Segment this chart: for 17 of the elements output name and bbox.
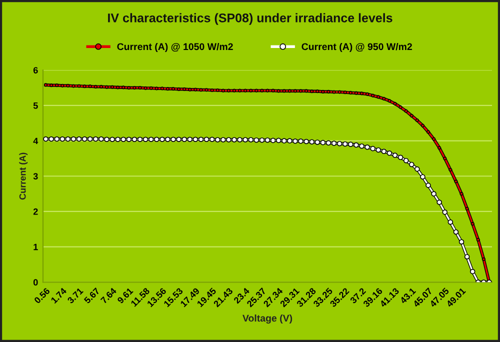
- y-axis-title: Current (A): [19, 152, 28, 200]
- y-tick-label: 1: [34, 244, 38, 250]
- legend-label: Current (A) @ 950 W/m2: [302, 42, 412, 52]
- x-tick-label: 7.64: [100, 287, 117, 304]
- x-axis-title: Voltage (V): [242, 314, 292, 324]
- x-tick-label: 43.1: [399, 287, 416, 304]
- y-tick-label: 0: [33, 279, 38, 286]
- y-tick-label: 5: [33, 102, 38, 109]
- legend-label: Current (A) @ 1050 W/m2: [117, 42, 233, 52]
- y-tick-label: 2: [33, 208, 38, 215]
- y-tick-label: 4: [33, 138, 38, 144]
- chart-title: IV characteristics (SP08) under irradiance levels: [108, 13, 392, 25]
- x-tick-label: 0.56: [34, 287, 50, 304]
- y-tick-label: 6: [33, 67, 38, 74]
- x-tick-label: 9.61: [116, 287, 134, 304]
- y-tick-label: 3: [33, 173, 38, 180]
- x-tick-label: 3.71: [66, 287, 84, 304]
